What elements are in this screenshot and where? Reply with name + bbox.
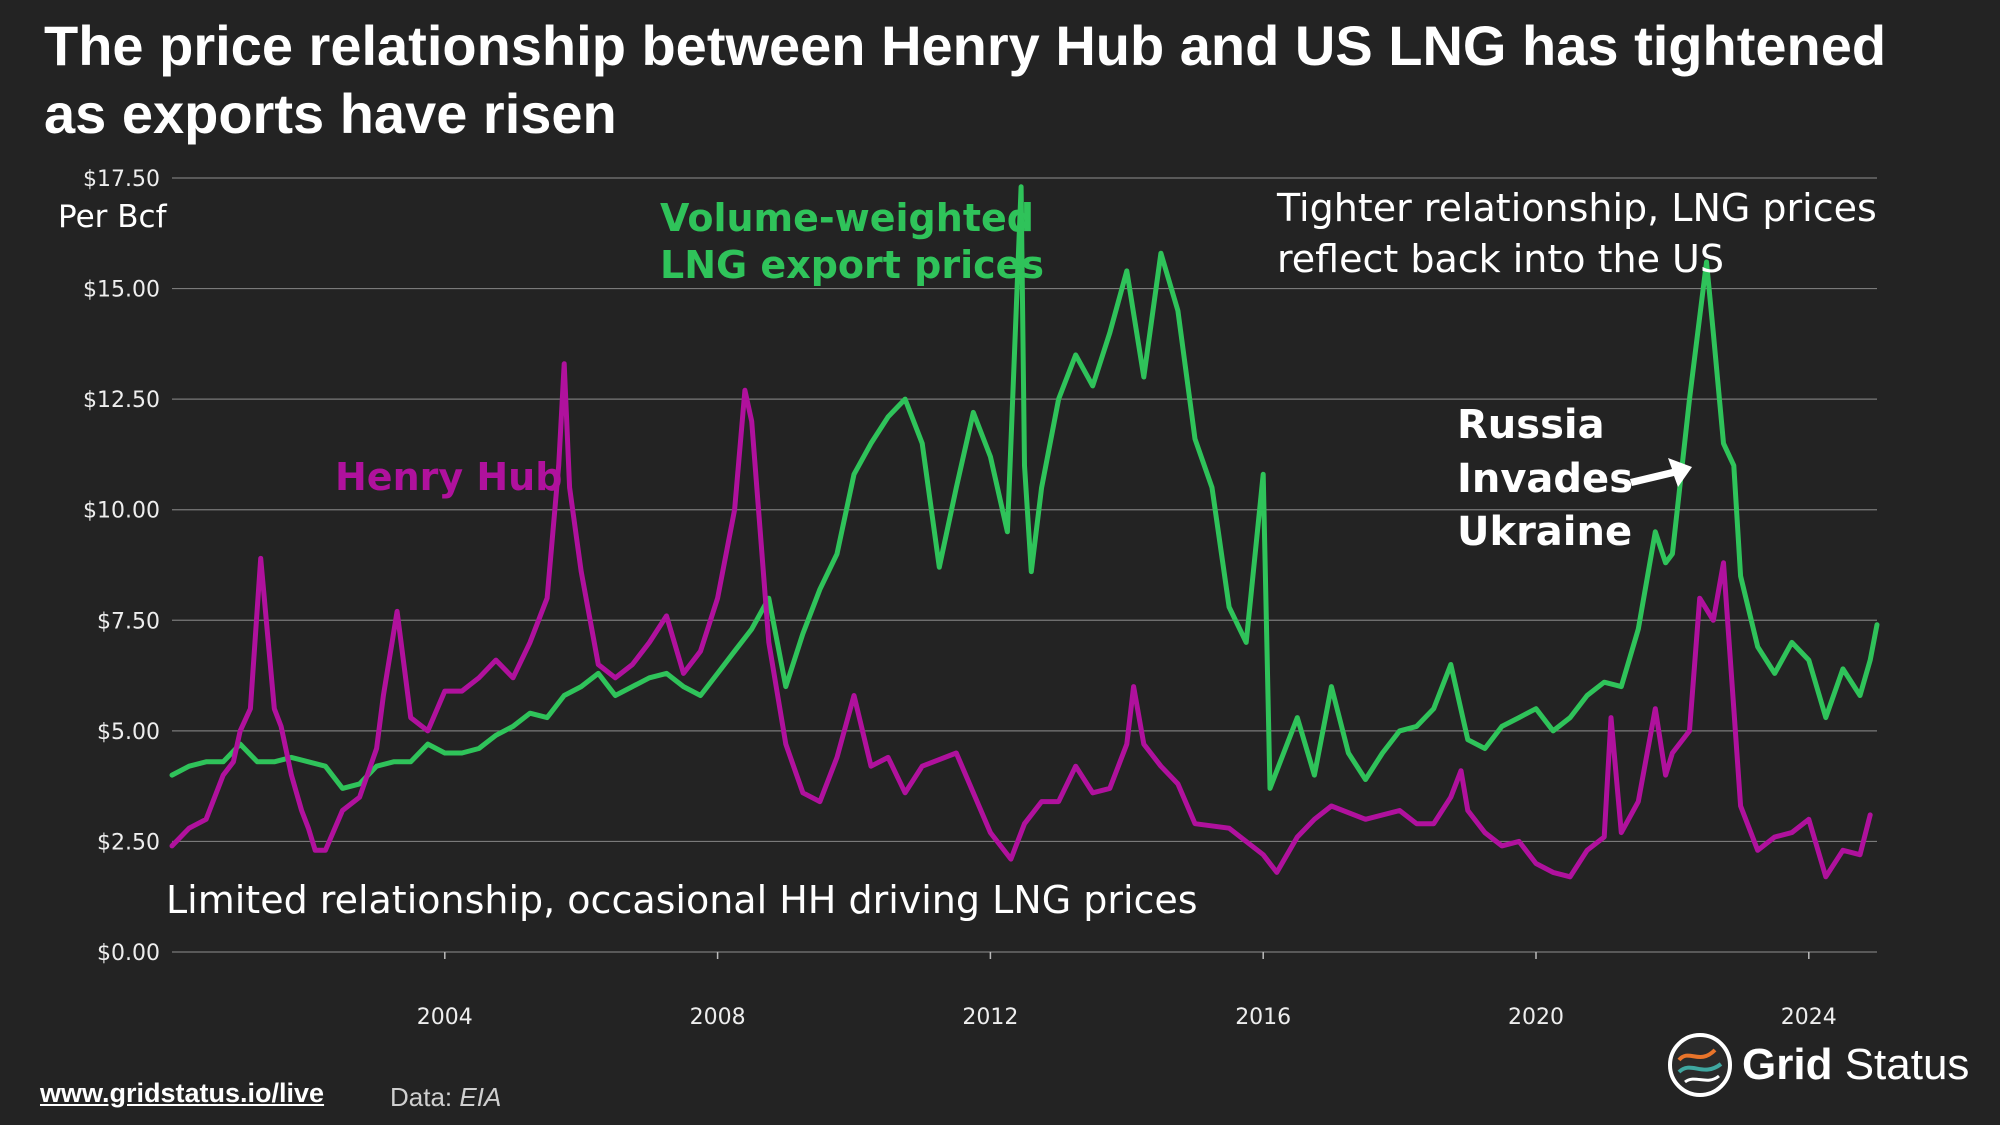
- series-lines: [169, 184, 1880, 880]
- tighter-annotation-line2: reflect back into the US: [1277, 237, 1724, 281]
- y-axis-label: Per Bcf: [58, 199, 168, 235]
- footer-link[interactable]: www.gridstatus.io/live: [40, 1078, 325, 1108]
- russia-arrow-icon: [1630, 458, 1692, 487]
- y-tick-label: $17.50: [83, 167, 160, 192]
- chart-title: The price relationship between Henry Hub…: [44, 14, 1887, 145]
- russia-annotation-line2: Invades: [1457, 456, 1633, 502]
- russia-annotation-line3: Ukraine: [1457, 509, 1632, 555]
- y-tick-label: $7.50: [97, 609, 160, 634]
- tighter-annotation-line1: Tighter relationship, LNG prices: [1276, 186, 1877, 230]
- y-tick-label: $10.00: [83, 499, 160, 524]
- limited-annotation: Limited relationship, occasional HH driv…: [166, 878, 1198, 922]
- lng-label-line1: Volume-weighted: [660, 196, 1034, 240]
- y-tick-label: $5.00: [97, 720, 160, 745]
- x-tick-label: 2020: [1508, 1005, 1564, 1030]
- grid-status-wordmark: Grid Status: [1742, 1040, 1969, 1090]
- henry-hub-line: [169, 361, 1873, 880]
- x-tick-label: 2012: [962, 1005, 1018, 1030]
- grid-status-logo: Grid Status: [1665, 1030, 1969, 1100]
- henry-hub-label: Henry Hub: [335, 455, 562, 499]
- x-tick-label: 2016: [1235, 1005, 1291, 1030]
- lng-export-price-line: [169, 184, 1880, 791]
- grid-status-logo-icon: [1668, 1033, 1732, 1097]
- source-label: Data:: [390, 1082, 453, 1112]
- brand-bold: Grid: [1742, 1040, 1833, 1089]
- lng-label-line2: LNG export prices: [660, 243, 1044, 287]
- y-axis-ticks: $0.00 $2.50 $5.00 $7.50 $10.00 $12.50 $15.00 $1…: [83, 167, 160, 966]
- x-tick-label: 2008: [690, 1005, 746, 1030]
- source-name: EIA: [459, 1082, 502, 1112]
- y-tick-label: $0.00: [97, 941, 160, 966]
- footer-source: Data: EIA: [390, 1082, 501, 1113]
- x-axis-ticks: 2004 2008 2012 2016 2020 2024: [417, 952, 1837, 1030]
- x-tick-label: 2024: [1781, 1005, 1837, 1030]
- y-tick-label: $12.50: [83, 388, 160, 413]
- y-tick-label: $15.00: [83, 278, 160, 303]
- brand-light: Status: [1844, 1040, 1970, 1089]
- y-tick-label: $2.50: [97, 830, 160, 855]
- x-tick-label: 2004: [417, 1005, 473, 1030]
- russia-annotation-line1: Russia: [1457, 402, 1605, 448]
